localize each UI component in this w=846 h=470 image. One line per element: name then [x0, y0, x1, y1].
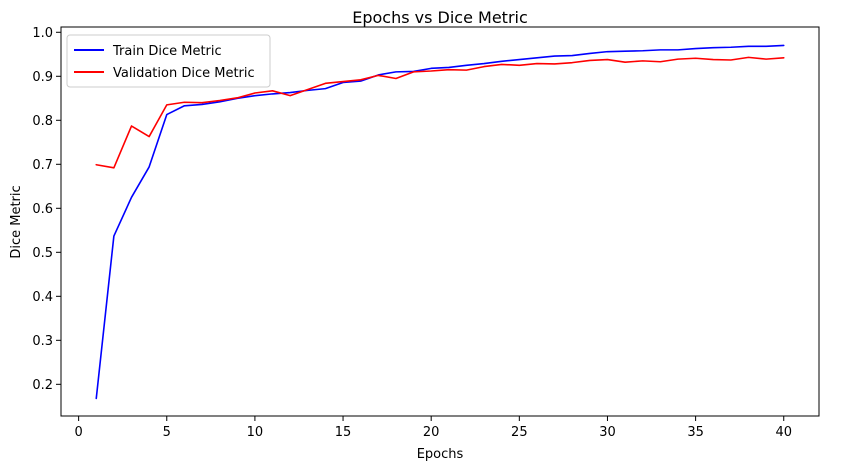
x-tick-label: 10	[247, 425, 264, 440]
y-tick-label: 0.4	[32, 290, 53, 305]
y-axis-ticks: 0.2 0.3 0.4 0.5 0.6 0.7 0.8 0.9 1.0	[32, 26, 61, 393]
series-lines	[95, 44, 785, 400]
y-axis-label: Dice Metric	[9, 185, 24, 258]
legend-label-validation: Validation Dice Metric	[113, 66, 255, 81]
y-tick-label: 0.8	[32, 114, 53, 129]
x-tick-label: 0	[74, 425, 82, 440]
x-tick-label: 30	[599, 425, 616, 440]
x-axis-label: Epochs	[417, 447, 464, 462]
x-tick-label: 15	[335, 425, 352, 440]
y-tick-label: 0.2	[32, 378, 53, 393]
plot-area	[60, 26, 820, 417]
x-tick-label: 5	[163, 425, 171, 440]
y-tick-label: 0.5	[32, 246, 53, 261]
chart-title: Epochs vs Dice Metric	[352, 8, 528, 27]
y-tick-label: 0.6	[32, 202, 53, 217]
legend-box	[66, 34, 271, 88]
x-tick-label: 25	[511, 425, 528, 440]
x-tick-label: 20	[423, 425, 440, 440]
x-axis-ticks: 0 5 10 15 20 25 30 35 40	[74, 416, 792, 440]
legend: Train Dice Metric Validation Dice Metric	[66, 34, 271, 88]
validation-dice-line	[95, 56, 785, 169]
y-tick-label: 0.3	[32, 334, 53, 349]
x-tick-label: 35	[687, 425, 704, 440]
x-tick-label: 40	[775, 425, 792, 440]
legend-label-train: Train Dice Metric	[112, 44, 222, 59]
y-tick-label: 0.9	[32, 70, 53, 85]
train-dice-line	[95, 44, 785, 400]
y-tick-label: 0.7	[32, 158, 53, 173]
y-tick-label: 1.0	[32, 26, 53, 41]
